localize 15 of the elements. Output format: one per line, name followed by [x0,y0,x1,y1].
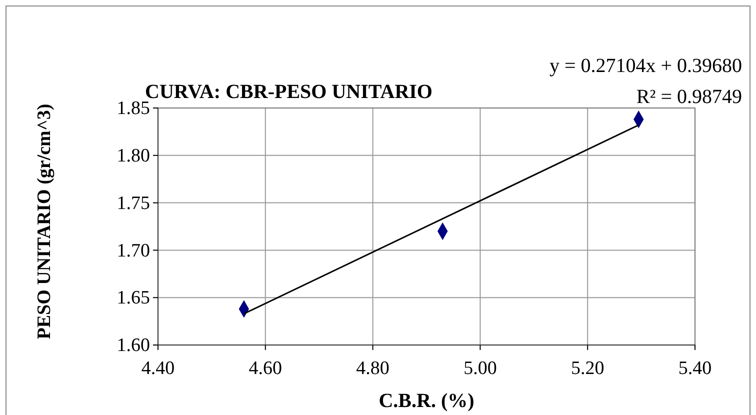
x-tick-label: 5.00 [464,358,497,379]
y-tick-label: 1.70 [116,240,150,262]
x-tick-label: 4.40 [141,358,175,379]
x-tick-label: 4.60 [248,358,282,379]
text: y = 0.27104x + 0.39680 [549,55,742,77]
y-tick-label: 1.60 [116,335,150,356]
x-tick-label: 5.40 [678,358,712,379]
y-tick-label: 1.65 [116,288,150,309]
y-tick-label: 1.80 [116,145,150,166]
y-axis-title: PESO UNITARIO (gr/cm^3) [34,104,55,340]
x-tick-label: 5.20 [570,358,604,379]
x-axis-title: C.B.R. (%) [378,390,474,412]
annotation: R² = 0.98749 [636,86,742,108]
y-tick-label: 1.75 [116,192,150,214]
x-tick-label: 4.80 [356,358,390,379]
